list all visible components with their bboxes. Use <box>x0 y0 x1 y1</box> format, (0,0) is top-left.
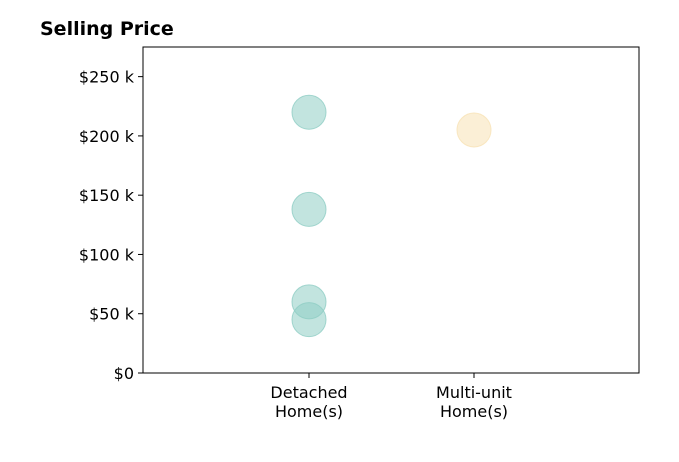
data-point <box>291 191 327 227</box>
plot-frame <box>142 46 640 374</box>
y-tick-label: $200 k <box>79 127 135 146</box>
data-point <box>291 94 327 130</box>
data-point <box>456 112 492 148</box>
y-tick-label: $100 k <box>79 245 135 264</box>
y-tick-label: $150 k <box>79 186 135 205</box>
y-tick-label: $250 k <box>79 68 135 87</box>
x-tick-label: Multi-unit Home(s) <box>436 383 512 421</box>
x-axis: Detached Home(s) Multi-unit Home(s) <box>270 373 512 421</box>
x-tick-label: Detached Home(s) <box>270 383 347 421</box>
chart-title: Selling Price <box>40 18 174 40</box>
y-tick-label: $50 k <box>89 305 135 324</box>
data-points <box>291 94 492 338</box>
y-tick-label: $0 <box>114 364 134 383</box>
data-point <box>291 302 327 338</box>
y-axis: $0 $50 k $100 k $150 k $200 k $250 k <box>79 68 143 383</box>
